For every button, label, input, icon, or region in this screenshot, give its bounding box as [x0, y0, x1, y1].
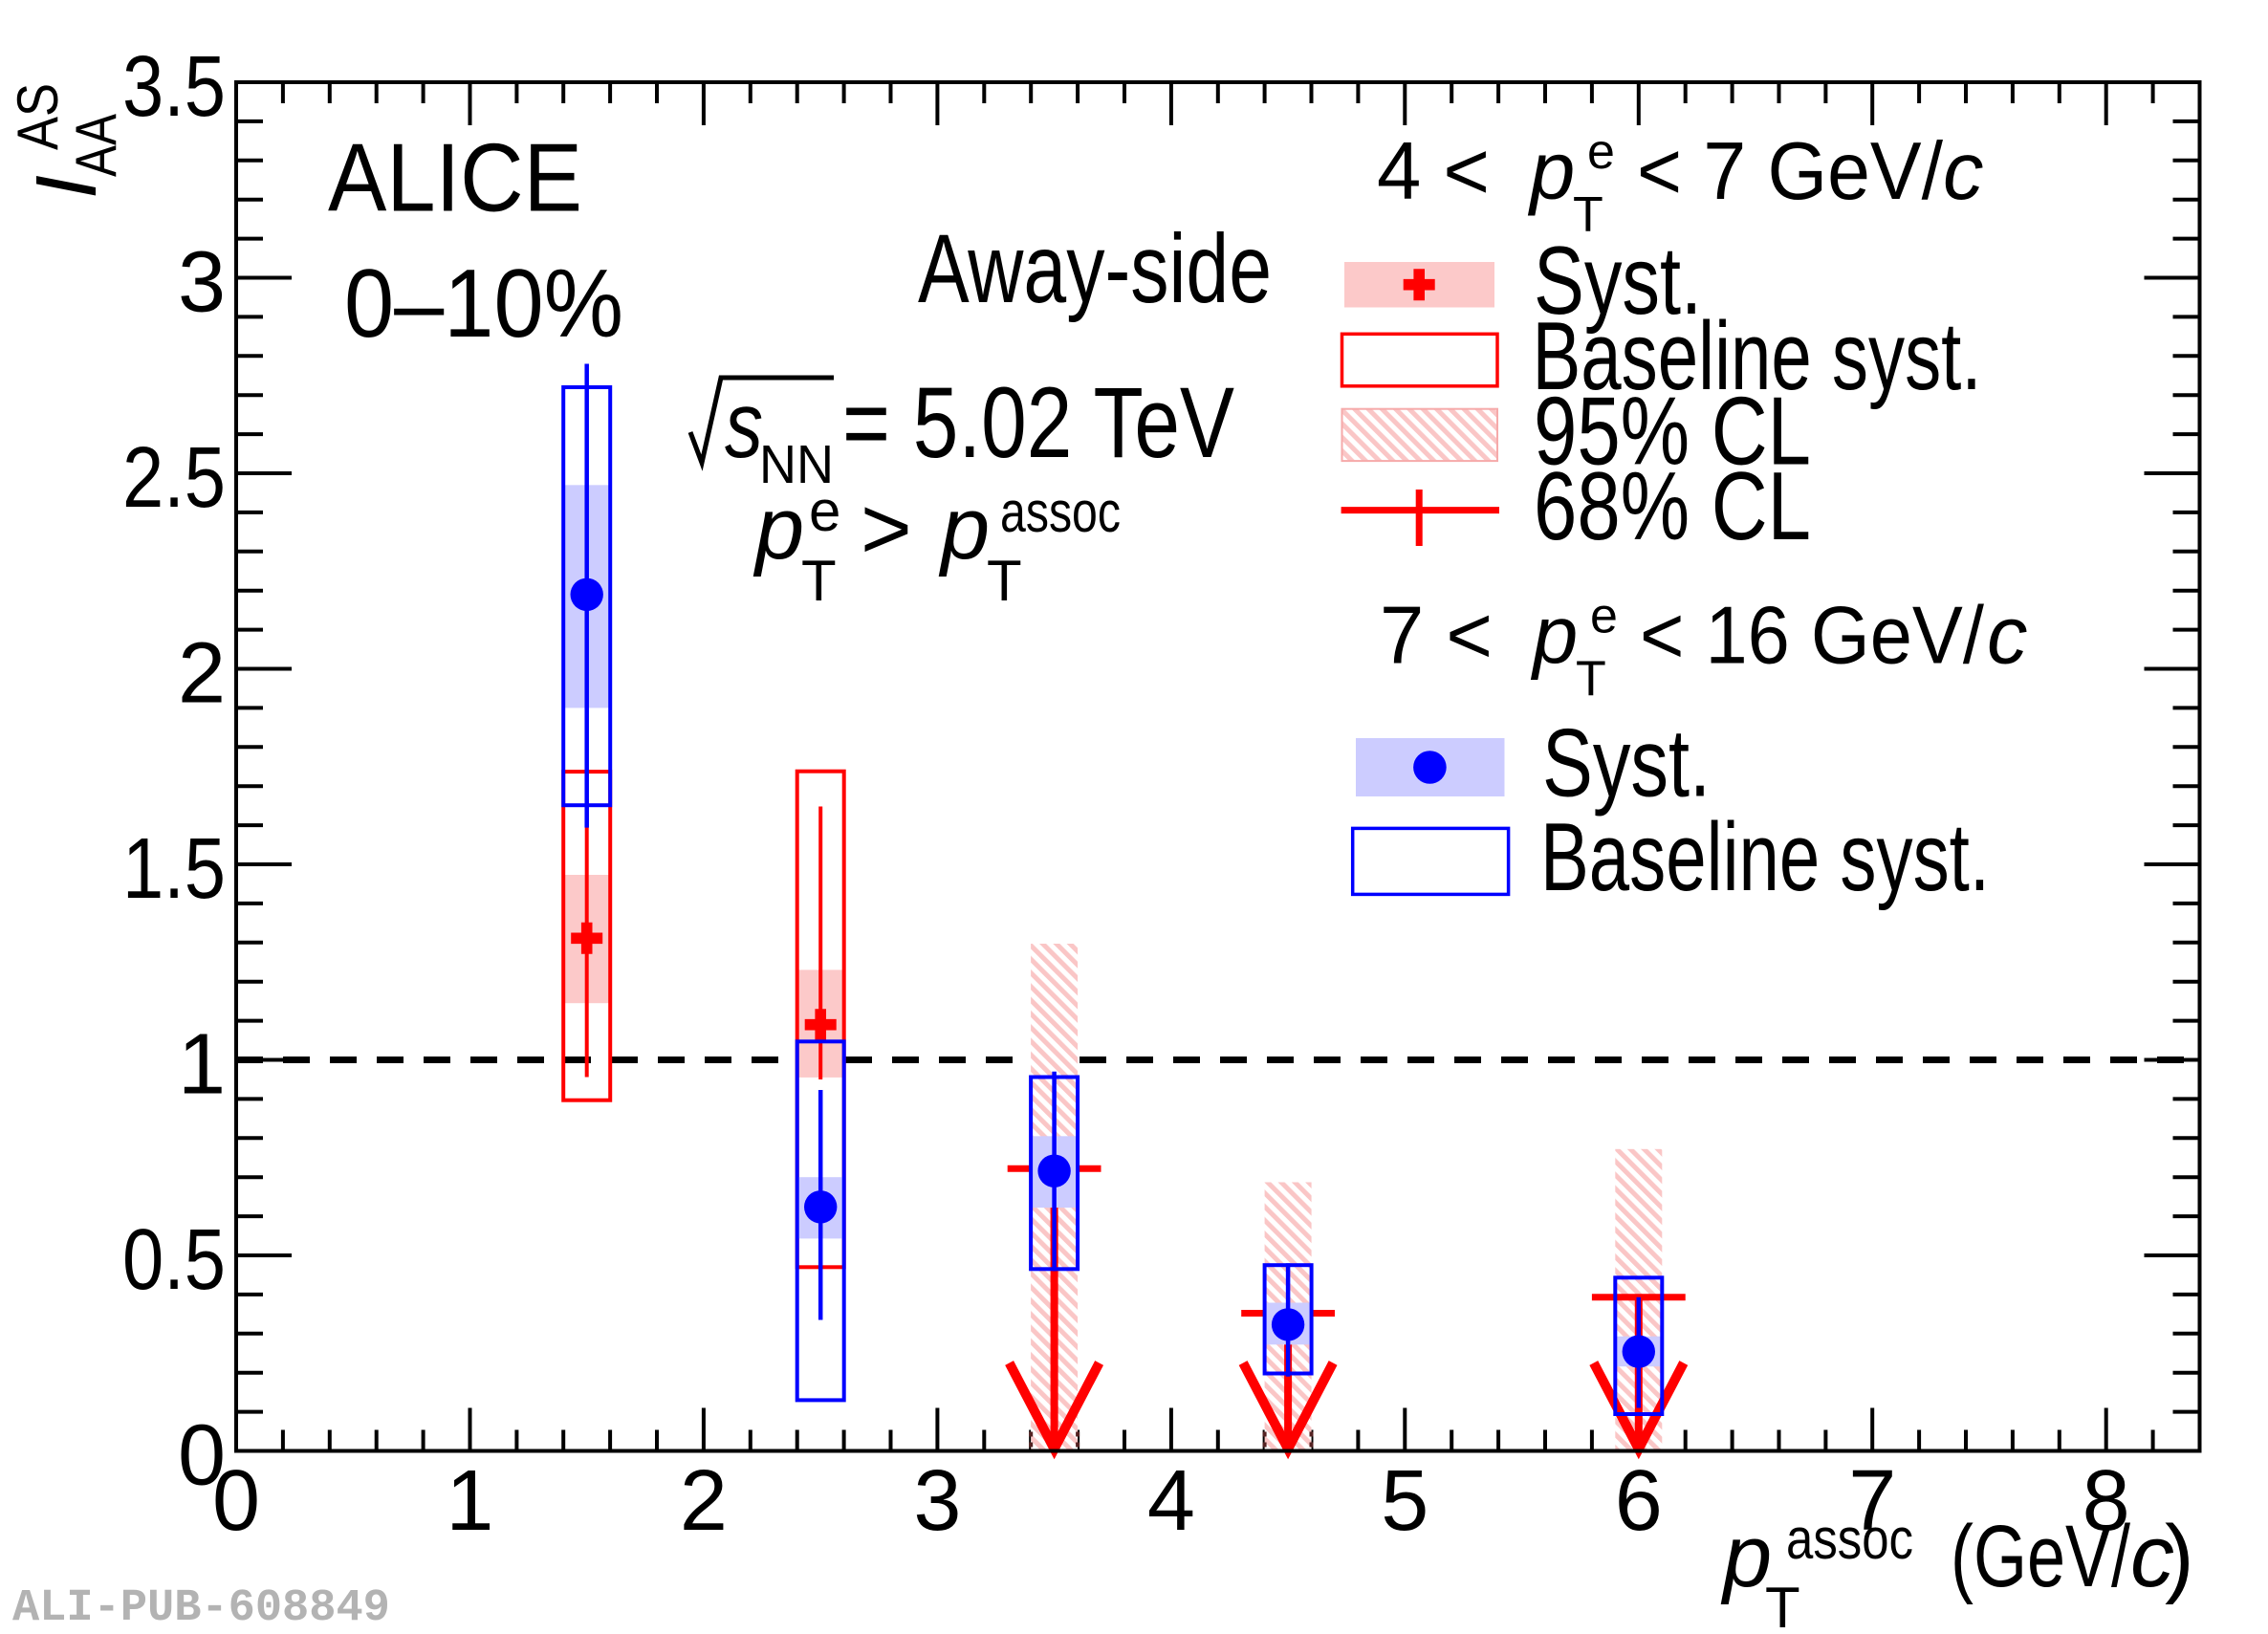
svg-text:0: 0: [212, 1453, 260, 1549]
svg-text:ALICE: ALICE: [328, 125, 582, 232]
svg-text:0: 0: [178, 1408, 226, 1504]
svg-text:I: I: [19, 175, 115, 199]
svg-text:1: 1: [446, 1453, 493, 1549]
svg-text:Baseline syst.: Baseline syst.: [1540, 804, 1990, 911]
svg-text:AS: AS: [6, 83, 70, 150]
svg-text:e: e: [1587, 124, 1615, 180]
svg-text:e: e: [809, 479, 840, 543]
svg-text:c: c: [1987, 591, 2028, 682]
svg-text:Syst.: Syst.: [1542, 710, 1711, 817]
svg-text:(GeV/: (GeV/: [1951, 1508, 2130, 1605]
svg-text:< 16 GeV/: < 16 GeV/: [1640, 591, 1984, 682]
svg-text:1.5: 1.5: [122, 821, 226, 917]
svg-text:8: 8: [2083, 1453, 2130, 1549]
svg-text:T: T: [801, 549, 837, 613]
svg-text:c: c: [1943, 126, 1984, 217]
svg-text:T: T: [987, 549, 1022, 613]
svg-text:assoc: assoc: [1000, 480, 1121, 544]
svg-text:7 <: 7 <: [1380, 591, 1493, 682]
svg-text:T: T: [1573, 187, 1603, 243]
svg-text:= 5.02 TeV: = 5.02 TeV: [842, 367, 1234, 479]
svg-text:7: 7: [1848, 1453, 1896, 1549]
svg-text:3: 3: [178, 235, 226, 331]
svg-text:): ): [2165, 1508, 2194, 1605]
svg-text:95% CL: 95% CL: [1534, 379, 1811, 486]
svg-text:assoc: assoc: [1786, 1507, 1913, 1571]
svg-text:p: p: [1527, 126, 1575, 217]
svg-text:2: 2: [680, 1453, 728, 1549]
svg-text:T: T: [1576, 652, 1606, 708]
svg-text:6: 6: [1615, 1453, 1663, 1549]
svg-text:T: T: [1765, 1576, 1800, 1629]
svg-text:Baseline syst.: Baseline syst.: [1533, 303, 1982, 410]
svg-text:5: 5: [1381, 1453, 1428, 1549]
svg-text:3.5: 3.5: [122, 39, 226, 135]
svg-text:p: p: [938, 480, 990, 577]
svg-text:p: p: [752, 480, 804, 577]
svg-text:p: p: [1720, 1508, 1772, 1605]
svg-text:0–10%: 0–10%: [344, 251, 623, 358]
svg-text:1: 1: [178, 1017, 226, 1113]
svg-text:>: >: [861, 480, 912, 577]
svg-text:2: 2: [178, 626, 226, 722]
svg-text:< 7 GeV/: < 7 GeV/: [1637, 126, 1943, 217]
svg-text:AA: AA: [64, 114, 128, 177]
svg-text:NN: NN: [759, 434, 834, 495]
svg-text:2.5: 2.5: [122, 430, 226, 526]
svg-text:4: 4: [1147, 1453, 1195, 1549]
svg-text:p: p: [1530, 591, 1578, 682]
svg-text:ALI-PUB-608849: ALI-PUB-608849: [12, 1583, 390, 1629]
svg-text:3: 3: [913, 1453, 961, 1549]
svg-text:4 <: 4 <: [1377, 126, 1490, 217]
svg-text:68% CL: 68% CL: [1534, 453, 1811, 560]
svg-text:Away-side: Away-side: [918, 214, 1272, 323]
svg-text:Syst.: Syst.: [1534, 228, 1702, 335]
svg-text:s: s: [725, 372, 763, 477]
svg-text:c: c: [2130, 1508, 2174, 1605]
svg-text:0.5: 0.5: [122, 1212, 226, 1308]
svg-text:e: e: [1590, 589, 1618, 644]
